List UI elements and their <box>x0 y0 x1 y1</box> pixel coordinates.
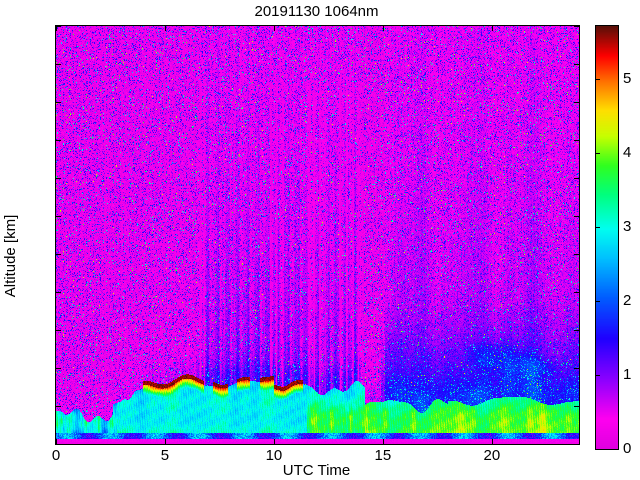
heatmap-canvas-wrapper <box>56 26 579 444</box>
x-tick-mark <box>165 439 166 444</box>
colorbar-tick-mark <box>595 79 600 80</box>
y-tick-mark-right <box>574 140 579 141</box>
y-tick-mark-right <box>574 26 579 27</box>
y-axis-label: Altitude [km] <box>2 214 19 298</box>
x-tick-mark-top <box>56 26 57 31</box>
x-tick-mark <box>274 439 275 444</box>
x-tick-mark-top <box>165 26 166 31</box>
plot-axes <box>55 25 580 445</box>
x-tick-mark-top <box>383 26 384 31</box>
x-tick-label: 0 <box>51 447 61 464</box>
y-tick-mark <box>56 444 61 445</box>
colorbar-tick-mark <box>595 449 600 450</box>
colorbar-tick-mark <box>595 227 600 228</box>
y-tick-mark <box>56 140 61 141</box>
y-tick-mark-right <box>574 406 579 407</box>
y-tick-mark <box>56 254 61 255</box>
y-tick-mark-right <box>574 102 579 103</box>
y-tick-mark <box>56 64 61 65</box>
x-tick-mark <box>492 439 493 444</box>
x-tick-mark-top <box>274 26 275 31</box>
y-tick-mark <box>56 102 61 103</box>
x-tick-label: 5 <box>160 447 170 464</box>
y-tick-mark <box>56 406 61 407</box>
y-tick-mark <box>56 292 61 293</box>
colorbar <box>595 25 619 450</box>
y-tick-mark-right <box>574 330 579 331</box>
x-tick-label: 10 <box>265 447 283 464</box>
y-tick-mark-right <box>574 444 579 445</box>
x-tick-mark-top <box>492 26 493 31</box>
colorbar-tick-label: 0 <box>623 440 632 457</box>
y-tick-mark <box>56 178 61 179</box>
colorbar-tick-label: 3 <box>623 218 632 236</box>
plot-title: 20191130 1064nm <box>254 3 379 20</box>
x-tick-mark <box>383 439 384 444</box>
x-tick-mark <box>56 439 57 444</box>
backscatter-heatmap <box>56 26 579 444</box>
colorbar-tick-mark <box>595 301 600 302</box>
y-tick-mark <box>56 26 61 27</box>
y-tick-mark-right <box>574 254 579 255</box>
y-tick-mark-right <box>574 178 579 179</box>
colorbar-tick-mark <box>595 153 600 154</box>
x-tick-label: 15 <box>374 447 392 464</box>
y-tick-mark-right <box>574 64 579 65</box>
colorbar-tick-label: 2 <box>623 292 632 310</box>
x-tick-label: 20 <box>483 447 501 464</box>
x-axis-label: UTC Time <box>282 462 351 479</box>
y-tick-mark-right <box>574 216 579 217</box>
colorbar-tick-label: 5 <box>623 70 632 88</box>
colorbar-tick-mark <box>595 375 600 376</box>
y-tick-mark-right <box>574 292 579 293</box>
colorbar-tick-label: 1 <box>623 366 632 384</box>
y-tick-mark <box>56 368 61 369</box>
y-tick-mark <box>56 216 61 217</box>
y-tick-mark <box>56 330 61 331</box>
y-tick-mark-right <box>574 368 579 369</box>
colorbar-gradient <box>596 26 618 449</box>
colorbar-tick-label: 4 <box>623 144 632 162</box>
